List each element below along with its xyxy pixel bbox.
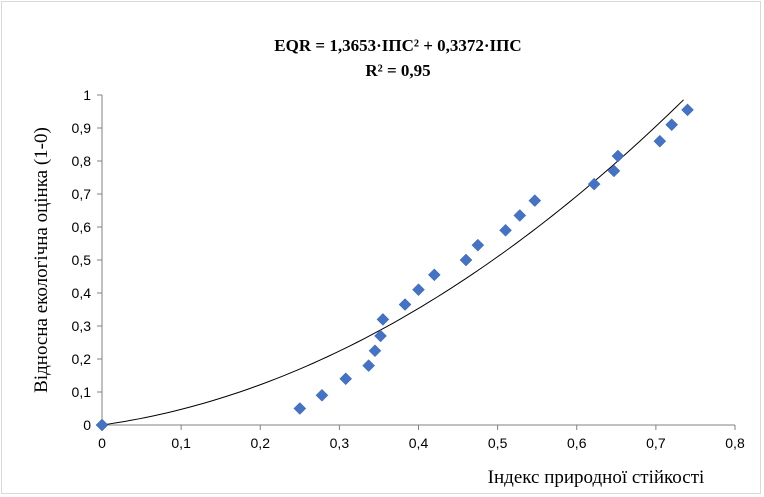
x-tick-label: 0,8 [725,435,745,451]
data-point [95,418,109,432]
axes [101,95,735,426]
y-tick-label: 0,6 [72,219,92,235]
x-tick-labels: 0 0,1 0,2 0,3 0,4 0,5 0,6 0,7 0,8 [98,425,745,451]
data-point [611,149,625,163]
data-point [293,402,307,415]
data-point [315,388,329,402]
y-tick-label: 0,8 [72,153,92,169]
x-axis-label: Індекс природної стійкості [488,467,705,488]
y-tick-label: 0,7 [72,186,92,202]
data-point [339,372,353,386]
y-tick-label: 0,4 [72,285,92,301]
y-tick-label: 0,5 [72,252,92,268]
x-tick-label: 0,2 [251,435,271,451]
y-tick-labels: 0 0,1 0,2 0,3 0,4 0,5 0,6 0,7 0,8 0,9 1 [72,87,102,433]
y-tick-label: 0,3 [72,318,92,334]
data-point [412,283,425,297]
x-tick-label: 0,3 [330,435,350,451]
data-point [653,134,667,148]
data-point [587,177,601,191]
data-point [368,344,382,358]
y-tick-label: 0,1 [72,384,92,400]
data-points [95,103,694,432]
trendline [101,99,684,426]
y-tick-label: 1 [83,87,91,103]
data-point [607,164,621,178]
data-point [362,359,376,372]
y-tick-label: 0,9 [72,120,92,136]
chart-title-r-squared: R² = 0,95 [365,61,430,80]
data-point [471,238,485,252]
chart-title-equation: EQR = 1,3653·ІПС² + 0,3372·ІПС [274,36,521,55]
x-tick-label: 0,7 [646,435,666,451]
x-tick-label: 0,4 [409,435,429,451]
x-tick-label: 0,1 [171,435,191,451]
data-point [681,103,694,117]
data-point [665,118,679,132]
data-point [427,268,441,282]
x-tick-label: 0 [98,435,106,451]
data-point [499,223,512,237]
trendline-group [101,99,684,426]
data-point [459,253,473,267]
data-point [376,313,390,326]
x-tick-label: 0,6 [567,435,587,451]
y-tick-label: 0 [83,417,91,433]
data-point [513,209,527,222]
data-point [374,329,387,343]
data-point [528,194,542,207]
data-point [398,298,412,311]
y-tick-label: 0,2 [72,351,92,367]
y-axis-label: Відносна екологічна оцінка (1-0) [31,127,52,393]
x-tick-label: 0,5 [488,435,508,451]
